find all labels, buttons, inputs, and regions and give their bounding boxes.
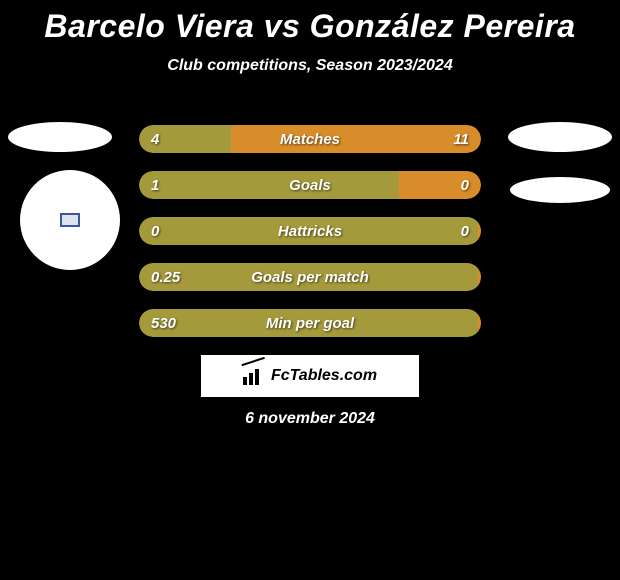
page-title: Barcelo Viera vs González Pereira xyxy=(0,0,620,45)
stat-bar-right xyxy=(231,125,481,153)
stat-row: 0.25Goals per match xyxy=(139,263,481,291)
player-right-club-badge xyxy=(510,177,610,203)
stat-value-left: 1 xyxy=(151,171,159,199)
stat-bar-left xyxy=(139,263,478,291)
site-logo: FcTables.com xyxy=(201,355,419,397)
player-left-club-badge xyxy=(20,170,120,270)
stats-bars: 411Matches10Goals00Hattricks0.25Goals pe… xyxy=(139,125,481,355)
stat-bar-left xyxy=(139,309,478,337)
stat-row: 00Hattricks xyxy=(139,217,481,245)
stat-value-right: 0 xyxy=(461,171,469,199)
page-subtitle: Club competitions, Season 2023/2024 xyxy=(0,57,620,75)
stat-value-left: 530 xyxy=(151,309,176,337)
stat-value-left: 0 xyxy=(151,217,159,245)
stat-bar-left xyxy=(139,217,478,245)
player-right-avatar-small xyxy=(508,122,612,152)
stat-value-right: 11 xyxy=(453,125,469,153)
logo-text: FcTables.com xyxy=(271,367,377,385)
date-label: 6 november 2024 xyxy=(0,410,620,428)
player-left-avatar-small xyxy=(8,122,112,152)
stat-row: 411Matches xyxy=(139,125,481,153)
stat-row: 530Min per goal xyxy=(139,309,481,337)
stat-bar-right xyxy=(478,217,481,245)
stat-bar-right xyxy=(478,263,481,291)
stat-value-right: 0 xyxy=(461,217,469,245)
stat-bar-left xyxy=(139,171,399,199)
stat-value-left: 4 xyxy=(151,125,159,153)
stat-value-left: 0.25 xyxy=(151,263,180,291)
club-badge-icon xyxy=(60,213,80,227)
stat-bar-right xyxy=(478,309,481,337)
stat-row: 10Goals xyxy=(139,171,481,199)
chart-icon xyxy=(243,367,265,385)
